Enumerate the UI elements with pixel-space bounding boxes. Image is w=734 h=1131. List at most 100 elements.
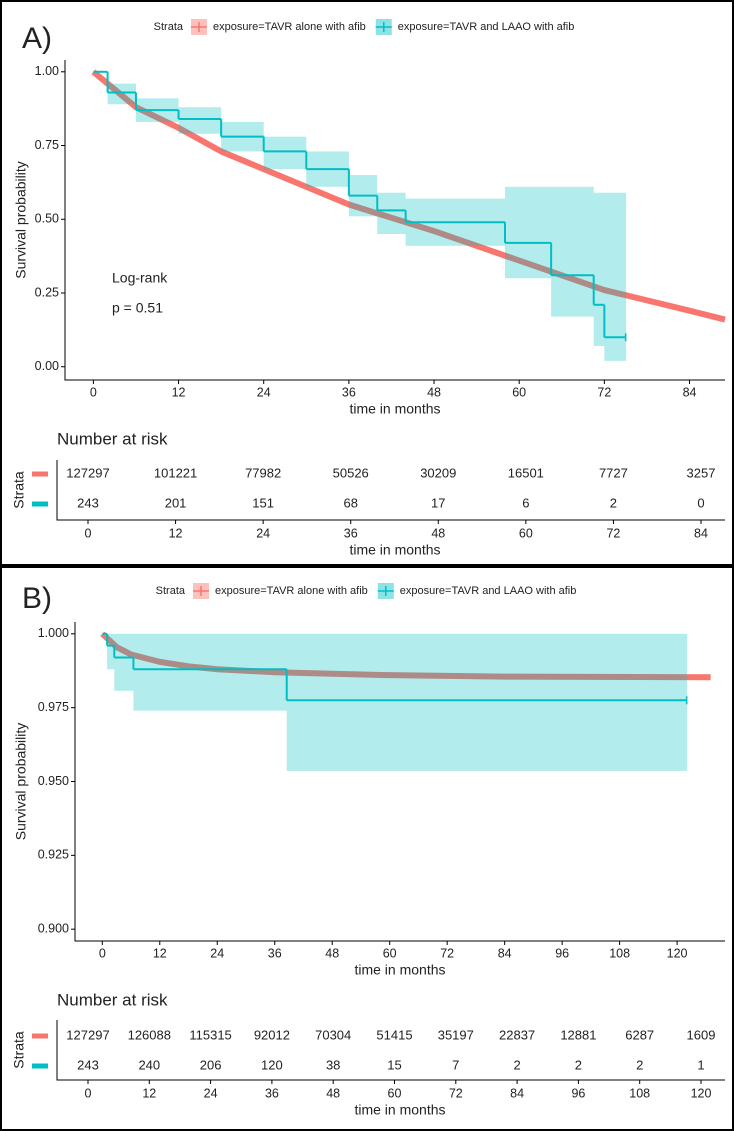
ci-band bbox=[505, 186, 552, 279]
x-tick-label: 60 bbox=[388, 1086, 402, 1100]
risk-count: 201 bbox=[165, 495, 187, 510]
x-tick-label: 84 bbox=[683, 385, 697, 399]
ci-band bbox=[133, 633, 287, 711]
risk-count: 16501 bbox=[508, 465, 544, 480]
risk-table-ylabel: Strata bbox=[11, 1031, 27, 1069]
risk-count: 35197 bbox=[438, 1027, 474, 1042]
ci-band bbox=[604, 192, 626, 361]
legend-title: Strata bbox=[154, 21, 184, 33]
axis-line bbox=[56, 460, 725, 521]
risk-count: 17 bbox=[431, 495, 445, 510]
risk-count: 15 bbox=[387, 1057, 401, 1072]
annotation: Log-rank bbox=[112, 270, 168, 286]
risk-count: 70304 bbox=[315, 1027, 351, 1042]
x-tick-label: 60 bbox=[519, 526, 533, 540]
risk-count: 101221 bbox=[154, 465, 197, 480]
risk-count: 120 bbox=[261, 1057, 283, 1072]
x-tick-label: 24 bbox=[204, 1086, 218, 1100]
risk-count: 22837 bbox=[499, 1027, 535, 1042]
survival-curve bbox=[91, 69, 726, 323]
x-axis-label: time in months bbox=[354, 1102, 445, 1118]
x-tick-label: 108 bbox=[629, 1086, 650, 1100]
risk-count: 240 bbox=[138, 1057, 160, 1072]
x-axis-label: time in months bbox=[349, 542, 440, 558]
ci-band bbox=[286, 633, 687, 771]
risk-count: 2 bbox=[636, 1057, 643, 1072]
risk-count: 2 bbox=[610, 495, 617, 510]
y-axis-label: Survival probability bbox=[13, 161, 29, 279]
x-tick-label: 48 bbox=[326, 1086, 340, 1100]
risk-count: 115315 bbox=[189, 1027, 231, 1042]
legend-label: exposure=TAVR and LAAO with afib bbox=[400, 585, 577, 597]
risk-count: 50526 bbox=[333, 465, 369, 480]
axis-line bbox=[64, 60, 725, 381]
x-tick-label: 84 bbox=[694, 526, 708, 540]
annotation: p = 0.51 bbox=[112, 300, 163, 316]
risk-table-ylabel: Strata bbox=[11, 471, 27, 509]
x-tick-label: 36 bbox=[265, 1086, 279, 1100]
panel-label: A) bbox=[22, 22, 52, 55]
risk-count: 0 bbox=[697, 495, 704, 510]
y-tick-label: 0.900 bbox=[38, 921, 69, 935]
ci-band bbox=[107, 83, 136, 105]
y-tick-label: 0.25 bbox=[35, 285, 59, 299]
x-tick-label: 72 bbox=[597, 385, 611, 399]
x-tick-label: 0 bbox=[90, 385, 97, 399]
x-tick-label: 60 bbox=[383, 946, 397, 960]
risk-table-title: Number at risk bbox=[57, 429, 168, 448]
ci-band bbox=[178, 107, 222, 134]
ci-band bbox=[377, 192, 406, 235]
ci-band bbox=[107, 633, 115, 670]
x-axis-label: time in months bbox=[349, 401, 440, 417]
x-tick-label: 12 bbox=[153, 946, 167, 960]
y-tick-label: 0.50 bbox=[35, 212, 59, 226]
risk-count: 77982 bbox=[245, 465, 281, 480]
x-tick-label: 72 bbox=[449, 1086, 463, 1100]
x-tick-label: 24 bbox=[257, 385, 271, 399]
risk-count: 68 bbox=[343, 495, 357, 510]
y-tick-label: 0.00 bbox=[35, 359, 59, 373]
x-tick-label: 60 bbox=[512, 385, 526, 399]
panel-border bbox=[0, 566, 734, 1131]
axis-line bbox=[74, 622, 725, 942]
x-tick-label: 48 bbox=[431, 526, 445, 540]
risk-count: 7727 bbox=[599, 465, 628, 480]
x-tick-label: 96 bbox=[571, 1086, 585, 1100]
risk-count: 51415 bbox=[376, 1027, 412, 1042]
ci-band bbox=[551, 186, 594, 317]
panel-label: B) bbox=[22, 582, 52, 615]
x-tick-label: 120 bbox=[667, 946, 688, 960]
y-axis-label: Survival probability bbox=[13, 723, 29, 841]
risk-count: 38 bbox=[326, 1057, 340, 1072]
legend-title: Strata bbox=[156, 585, 186, 597]
risk-count: 12881 bbox=[560, 1027, 596, 1042]
risk-count: 206 bbox=[200, 1057, 222, 1072]
x-tick-label: 12 bbox=[172, 385, 186, 399]
x-tick-label: 48 bbox=[325, 946, 339, 960]
step-riser bbox=[106, 633, 288, 701]
legend-label: exposure=TAVR and LAAO with afib bbox=[398, 21, 575, 33]
ci-band bbox=[625, 192, 627, 361]
risk-count: 30209 bbox=[420, 465, 456, 480]
x-tick-label: 12 bbox=[169, 526, 183, 540]
risk-count: 127297 bbox=[66, 1027, 109, 1042]
x-tick-label: 48 bbox=[427, 385, 441, 399]
risk-count: 3257 bbox=[687, 465, 716, 480]
x-tick-label: 36 bbox=[344, 526, 358, 540]
risk-count: 1 bbox=[697, 1057, 704, 1072]
x-tick-label: 24 bbox=[210, 946, 224, 960]
x-tick-label: 120 bbox=[691, 1086, 712, 1100]
x-tick-label: 108 bbox=[609, 946, 630, 960]
y-tick-label: 0.75 bbox=[35, 138, 59, 152]
x-tick-label: 36 bbox=[268, 946, 282, 960]
x-tick-label: 24 bbox=[256, 526, 270, 540]
x-tick-label: 0 bbox=[85, 526, 92, 540]
risk-table-title: Number at risk bbox=[57, 990, 168, 1009]
x-tick-label: 0 bbox=[99, 946, 106, 960]
x-tick-label: 0 bbox=[85, 1086, 92, 1100]
risk-count: 243 bbox=[77, 1057, 99, 1072]
y-tick-label: 0.950 bbox=[38, 774, 69, 788]
risk-count: 151 bbox=[252, 495, 274, 510]
legend-label: exposure=TAVR alone with afib bbox=[213, 21, 366, 33]
